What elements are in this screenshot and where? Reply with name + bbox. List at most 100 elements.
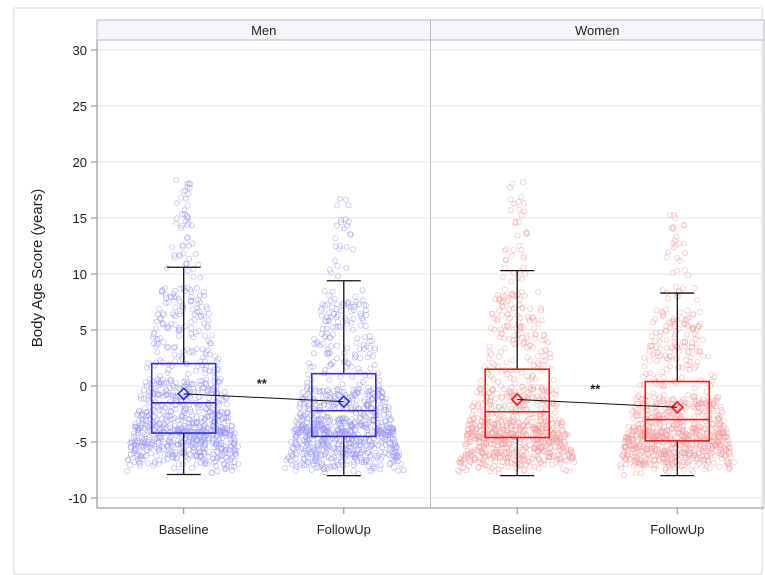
data-point — [321, 333, 328, 339]
data-point — [184, 184, 191, 190]
data-point — [167, 377, 173, 383]
data-point — [143, 417, 150, 424]
data-point — [566, 468, 572, 475]
data-point — [499, 423, 506, 430]
data-point — [172, 313, 179, 320]
data-point — [681, 267, 688, 273]
data-point — [651, 457, 658, 463]
mean-marker — [337, 395, 351, 409]
data-point — [512, 218, 519, 225]
data-point — [211, 419, 218, 425]
data-point — [153, 325, 160, 332]
data-point — [552, 409, 558, 416]
data-point — [378, 395, 385, 401]
data-point — [696, 348, 703, 355]
data-point — [336, 245, 343, 252]
data-point — [320, 340, 326, 347]
data-point — [196, 292, 203, 299]
data-point — [372, 347, 378, 353]
data-point — [185, 455, 192, 462]
data-point — [699, 411, 705, 418]
data-point — [550, 376, 557, 383]
data-point — [370, 465, 377, 472]
data-point — [231, 439, 238, 446]
data-point — [351, 354, 358, 361]
data-point — [559, 423, 565, 430]
y-tick-label: 25 — [73, 99, 87, 114]
data-point — [379, 453, 386, 460]
data-point — [493, 390, 500, 397]
data-point — [330, 387, 337, 394]
data-point — [697, 347, 703, 354]
data-point — [153, 318, 160, 325]
data-point — [193, 453, 200, 460]
data-point — [633, 401, 640, 407]
data-point — [503, 455, 510, 462]
data-point — [377, 404, 384, 411]
data-point — [629, 433, 636, 439]
data-point — [172, 304, 179, 311]
data-point — [491, 420, 497, 427]
data-point — [298, 423, 305, 430]
panel-title: Men — [251, 23, 276, 38]
data-point — [694, 348, 700, 355]
data-point — [539, 337, 545, 344]
data-point — [494, 443, 501, 450]
data-point — [143, 452, 149, 459]
data-point — [135, 418, 142, 424]
data-point — [524, 332, 531, 339]
data-point — [340, 429, 347, 436]
data-point — [202, 366, 209, 373]
data-point — [161, 389, 168, 396]
data-point — [376, 398, 383, 404]
data-point — [480, 440, 487, 446]
data-point — [498, 417, 504, 424]
data-point — [554, 430, 561, 437]
data-point — [171, 287, 178, 294]
data-point — [219, 445, 225, 452]
data-point — [483, 462, 490, 469]
data-point — [379, 437, 386, 444]
data-point — [184, 214, 191, 220]
data-point — [693, 362, 700, 369]
data-point — [688, 344, 695, 351]
data-point — [520, 305, 526, 311]
data-point — [364, 441, 371, 448]
data-point — [356, 369, 363, 375]
data-point — [171, 415, 178, 422]
data-point — [360, 423, 367, 430]
data-point — [385, 406, 392, 413]
data-point — [687, 354, 694, 361]
data-point — [331, 463, 337, 470]
data-point — [672, 328, 679, 335]
data-point — [496, 307, 503, 314]
data-point — [681, 399, 688, 406]
data-point — [507, 196, 514, 202]
data-point — [682, 339, 688, 346]
data-point — [341, 451, 348, 458]
data-point — [351, 458, 357, 465]
data-point — [493, 395, 499, 402]
data-point — [159, 320, 166, 326]
data-point — [638, 457, 644, 464]
data-point — [142, 379, 149, 386]
data-point — [539, 394, 546, 400]
data-point — [663, 336, 670, 343]
data-point — [225, 415, 232, 421]
data-point — [532, 441, 539, 448]
data-point — [162, 300, 169, 306]
data-point — [684, 307, 691, 314]
data-point — [321, 441, 327, 448]
data-point — [663, 443, 670, 450]
data-point — [726, 440, 733, 447]
data-point — [648, 342, 655, 349]
data-point — [500, 303, 506, 310]
data-point — [160, 439, 167, 445]
data-point — [547, 443, 554, 450]
data-point — [665, 400, 671, 407]
data-point — [650, 319, 656, 326]
data-point — [706, 465, 713, 472]
data-point — [391, 464, 397, 471]
data-point — [204, 387, 211, 394]
data-point — [158, 401, 165, 408]
